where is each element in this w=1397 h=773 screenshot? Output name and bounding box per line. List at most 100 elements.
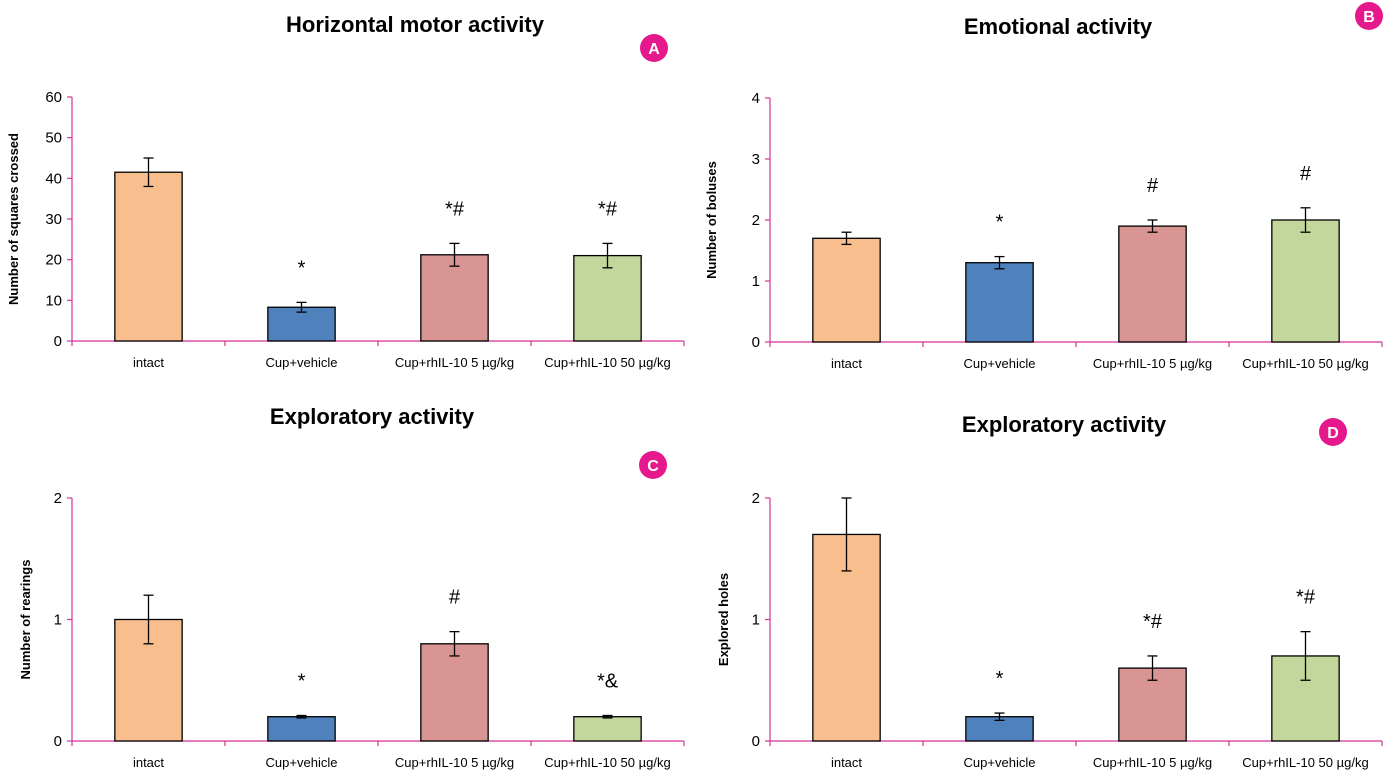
y-axis-label: Explored holes xyxy=(716,573,731,666)
error-bar xyxy=(449,630,460,657)
error-bar xyxy=(602,242,613,269)
error-bar xyxy=(994,255,1005,270)
error-bar xyxy=(994,712,1005,721)
bar xyxy=(573,254,642,342)
significance-label: *# xyxy=(598,198,618,220)
y-tick-label: 2 xyxy=(54,490,62,507)
significance-label: *# xyxy=(445,198,465,220)
significance-label: *# xyxy=(1143,611,1163,633)
chart-svg: Exploratory activity C Number of rearings 0… xyxy=(18,404,685,770)
panel-badge-label: A xyxy=(648,41,660,58)
y-tick-label: 2 xyxy=(752,212,760,229)
y-axis-label: Number of squares crossed xyxy=(6,133,21,305)
chart-panel-a: Horizontal motor activity A Number of squa… xyxy=(0,0,698,386)
bar xyxy=(573,716,642,742)
x-tick-label: Cup+vehicle xyxy=(964,356,1036,371)
x-tick-label: Cup+rhIL-10 5 µg/kg xyxy=(395,355,514,370)
y-tick-label: 60 xyxy=(45,89,62,106)
bar xyxy=(812,237,881,343)
y-tick-label: 0 xyxy=(54,333,62,350)
chart-panel-c: Exploratory activity C Number of rearings 0… xyxy=(0,386,698,772)
y-tick-label: 10 xyxy=(45,292,62,309)
panel-badge-circle xyxy=(639,451,667,479)
error-bar xyxy=(602,714,613,719)
y-tick-label: 3 xyxy=(752,151,760,168)
y-axis-label: Number of boluses xyxy=(704,161,719,279)
chart-panel-b: Emotional activity B Number of boluses 0 1 2 3… xyxy=(698,0,1396,386)
y-tick-label: 20 xyxy=(45,252,62,269)
error-bar xyxy=(1147,219,1158,233)
x-tick-label: Cup+vehicle xyxy=(266,355,338,370)
significance-label: # xyxy=(1300,163,1312,185)
panel-badge: B xyxy=(1355,2,1383,30)
y-tick-label: 1 xyxy=(752,612,760,629)
y-tick-label: 0 xyxy=(752,334,760,351)
panel-badge-label: C xyxy=(647,458,659,475)
panel-badge-label: D xyxy=(1327,425,1339,442)
x-tick-label: intact xyxy=(831,755,862,770)
chart-title: Horizontal motor activity xyxy=(286,12,545,37)
y-tick-label: 50 xyxy=(45,130,62,147)
y-tick-label: 4 xyxy=(752,90,760,107)
x-tick-label: intact xyxy=(133,755,164,770)
error-bar xyxy=(1300,630,1311,681)
error-bar xyxy=(296,301,307,313)
panel-badge-circle xyxy=(640,34,668,62)
y-tick-label: 30 xyxy=(45,211,62,228)
x-tick-label: Cup+rhIL-10 50 µg/kg xyxy=(1242,755,1368,770)
bar xyxy=(267,306,336,342)
chart-panel-d: Exploratory activity D Explored holes 0 1 2 in… xyxy=(698,386,1396,772)
bar xyxy=(267,716,336,742)
error-bar xyxy=(449,242,460,267)
chart-svg: Horizontal motor activity A Number of squa… xyxy=(6,12,685,370)
x-tick-label: Cup+vehicle xyxy=(964,755,1036,770)
panel-badge: D xyxy=(1319,418,1347,446)
chart-title: Exploratory activity xyxy=(270,404,475,429)
significance-label: # xyxy=(449,587,461,609)
panel-badge-circle xyxy=(1355,2,1383,30)
chart-svg: Emotional activity B Number of boluses 0 1 2 3… xyxy=(704,2,1383,371)
significance-label: * xyxy=(298,670,306,692)
x-tick-label: intact xyxy=(831,356,862,371)
significance-label: * xyxy=(996,212,1004,234)
significance-label: * xyxy=(996,668,1004,690)
error-bar xyxy=(841,231,852,246)
y-axis-label: Number of rearings xyxy=(18,560,33,680)
error-bar xyxy=(1147,655,1158,681)
panel-badge: C xyxy=(639,451,667,479)
x-tick-label: Cup+rhIL-10 5 µg/kg xyxy=(1093,755,1212,770)
x-tick-label: Cup+rhIL-10 5 µg/kg xyxy=(1093,356,1212,371)
error-bar xyxy=(296,714,307,719)
x-tick-label: Cup+rhIL-10 50 µg/kg xyxy=(544,755,670,770)
bar xyxy=(420,643,489,742)
significance-label: *# xyxy=(1296,587,1316,609)
y-tick-label: 40 xyxy=(45,170,62,187)
bar xyxy=(1271,219,1340,343)
y-tick-label: 1 xyxy=(752,273,760,290)
chart-title: Exploratory activity xyxy=(962,412,1167,437)
bar xyxy=(420,254,489,342)
y-tick-label: 0 xyxy=(752,733,760,750)
x-tick-label: Cup+vehicle xyxy=(266,755,338,770)
significance-label: # xyxy=(1147,175,1159,197)
bar xyxy=(965,262,1034,343)
bar xyxy=(1118,225,1187,343)
error-bar xyxy=(143,594,154,645)
error-bar xyxy=(1300,207,1311,233)
panel-badge-label: B xyxy=(1363,9,1375,26)
significance-label: *& xyxy=(597,670,619,692)
y-tick-label: 0 xyxy=(54,733,62,750)
chart-svg: Exploratory activity D Explored holes 0 1 2 in… xyxy=(716,412,1383,770)
significance-label: * xyxy=(298,257,306,279)
x-tick-label: Cup+rhIL-10 50 µg/kg xyxy=(544,355,670,370)
bar xyxy=(114,171,183,342)
y-tick-label: 1 xyxy=(54,612,62,629)
y-tick-label: 2 xyxy=(752,490,760,507)
chart-title: Emotional activity xyxy=(964,14,1153,39)
error-bar xyxy=(143,157,154,188)
panel-badge-circle xyxy=(1319,418,1347,446)
x-tick-label: intact xyxy=(133,355,164,370)
panel-badge: A xyxy=(640,34,668,62)
x-tick-label: Cup+rhIL-10 5 µg/kg xyxy=(395,755,514,770)
x-tick-label: Cup+rhIL-10 50 µg/kg xyxy=(1242,356,1368,371)
